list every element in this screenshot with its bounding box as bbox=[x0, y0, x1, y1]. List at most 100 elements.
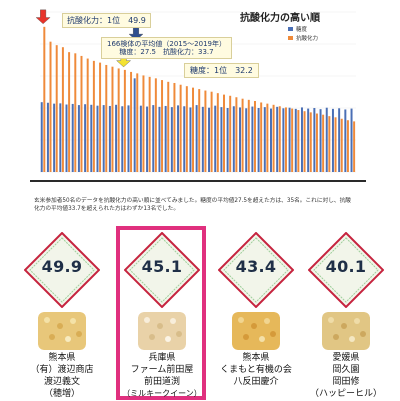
legend-label: 抗酸化力 bbox=[296, 34, 318, 42]
antioxidant-bar bbox=[247, 99, 250, 172]
sugar-bar bbox=[139, 105, 142, 172]
antioxidant-bar bbox=[130, 71, 133, 172]
card-1: 49.9 熊本県 （有）渡辺商店 渡辺義文 （穂増） bbox=[14, 231, 110, 401]
sugar-bar bbox=[108, 105, 111, 172]
antioxidant-bar bbox=[328, 116, 331, 172]
legend-swatch bbox=[288, 36, 293, 40]
rice-photo bbox=[232, 312, 280, 350]
legend-label: 糖度 bbox=[296, 25, 308, 33]
sugar-bar bbox=[127, 105, 130, 172]
antioxidant-bar bbox=[61, 47, 64, 173]
sugar-bar bbox=[164, 105, 167, 172]
rice-photo bbox=[322, 312, 370, 350]
antioxidant-bar bbox=[55, 45, 58, 172]
producer-info: 愛媛県 岡久園 岡田修 （ハッピーヒル） bbox=[298, 353, 394, 401]
sugar-bar bbox=[245, 108, 248, 172]
card-3: 43.4 熊本県 くまもと有機の会 八反田慶介 bbox=[208, 231, 304, 400]
sugar-bar bbox=[208, 107, 211, 172]
antioxidant-bar bbox=[154, 78, 157, 172]
antioxidant-bar bbox=[210, 91, 213, 172]
variety: （ミルキークイーン） bbox=[122, 388, 202, 398]
antioxidant-bar bbox=[161, 80, 164, 172]
sugar-bar bbox=[344, 109, 347, 172]
sugar-bar bbox=[183, 106, 186, 172]
antioxidant-bar bbox=[253, 101, 256, 172]
sugar-bar bbox=[232, 106, 235, 172]
score: 40.1 bbox=[325, 257, 367, 276]
diamond-badge bbox=[307, 231, 385, 309]
antioxidant-bar bbox=[179, 84, 182, 172]
antioxidant-bar bbox=[309, 112, 312, 172]
antioxidant-bar bbox=[68, 52, 71, 172]
company: 岡久園 bbox=[332, 364, 360, 375]
red-arrow-icon bbox=[35, 9, 51, 25]
sugar-bar bbox=[300, 107, 303, 172]
sugar-bar bbox=[263, 107, 266, 172]
sugar-bar bbox=[195, 105, 198, 172]
sugar-bar bbox=[276, 106, 279, 172]
sugar-bar bbox=[350, 108, 353, 172]
sugar-bar bbox=[77, 105, 80, 172]
sugar-bar bbox=[46, 102, 49, 172]
antioxidant-bar bbox=[241, 98, 244, 172]
sugar-bar bbox=[59, 103, 62, 172]
sugar-bar bbox=[65, 104, 68, 172]
antioxidant-bar bbox=[204, 90, 207, 172]
company: ファーム前田屋 bbox=[130, 364, 194, 375]
sugar-bar bbox=[152, 105, 155, 172]
antioxidant-bar bbox=[173, 82, 176, 172]
sugar-bar bbox=[84, 104, 87, 172]
sugar-bar bbox=[71, 103, 74, 172]
sugar-bar bbox=[239, 107, 241, 172]
sugar-bar bbox=[146, 106, 149, 172]
antioxidant-bar bbox=[148, 76, 151, 172]
highlight-frame bbox=[116, 226, 206, 400]
rice-photo bbox=[38, 312, 86, 350]
legend-swatch bbox=[288, 27, 293, 31]
sugar-bar bbox=[214, 105, 217, 172]
sugar-bar bbox=[313, 108, 316, 172]
producer-info: 熊本県 （有）渡辺商店 渡辺義文 （穂増） bbox=[14, 353, 110, 401]
antioxidant-bar bbox=[297, 110, 300, 172]
antioxidant-bar bbox=[278, 106, 281, 172]
description-text: 玄米参加者50名のデータを抗酸化力の高い順に並べてみました。糖度の平均値27.5… bbox=[34, 198, 351, 213]
antioxidant-bar bbox=[198, 89, 201, 172]
antioxidant-bar bbox=[136, 73, 139, 172]
antioxidant-bar bbox=[49, 41, 52, 172]
diamond-badge bbox=[217, 231, 295, 309]
antioxidant-bar bbox=[142, 75, 145, 172]
antioxidant-bar bbox=[260, 102, 263, 172]
antioxidant-bar bbox=[315, 113, 318, 172]
callout-top-antioxidant: 抗酸化力：1位 49.9 bbox=[62, 13, 151, 29]
prefecture: 愛媛県 bbox=[332, 353, 360, 363]
prefecture: 兵庫県 bbox=[148, 353, 176, 363]
sugar-bar bbox=[102, 105, 105, 172]
sugar-bar bbox=[40, 102, 43, 172]
antioxidant-bar bbox=[346, 120, 349, 172]
sugar-bar bbox=[121, 106, 124, 172]
callout-top-sugar: 糖度：1位 32.2 bbox=[184, 63, 259, 79]
antioxidant-bar bbox=[111, 66, 114, 172]
antioxidant-bar bbox=[74, 53, 77, 173]
producer-info: 熊本県 くまもと有機の会 八反田慶介 bbox=[208, 353, 304, 389]
sugar-bar bbox=[170, 107, 173, 172]
score: 43.4 bbox=[235, 257, 277, 276]
sugar-bar bbox=[133, 78, 136, 172]
antioxidant-bar bbox=[185, 86, 188, 172]
sugar-bar bbox=[282, 108, 285, 172]
company: （有）渡辺商店 bbox=[30, 364, 94, 375]
diamond-badge bbox=[23, 231, 101, 309]
sugar-bar bbox=[158, 106, 161, 172]
sugar-bar bbox=[257, 108, 260, 172]
sugar-bar bbox=[220, 107, 223, 172]
antioxidant-bar bbox=[192, 87, 195, 172]
prefecture: 熊本県 bbox=[242, 353, 270, 363]
sugar-bar bbox=[270, 108, 272, 172]
antioxidant-bar bbox=[92, 60, 95, 173]
antioxidant-bar bbox=[235, 97, 238, 172]
antioxidant-bar bbox=[80, 55, 83, 172]
producer-name: 八反田慶介 bbox=[233, 376, 279, 387]
sugar-bar bbox=[53, 103, 56, 172]
sugar-bar bbox=[90, 104, 93, 172]
